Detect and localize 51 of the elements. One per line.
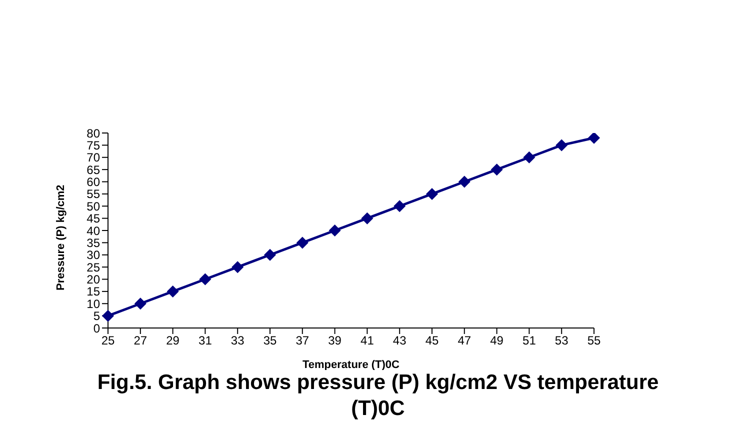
- point: [588, 133, 600, 144]
- caption: Fig.5. Graph shows pressure (P) kg/cm2 VS temperature (T)0C: [96, 370, 660, 422]
- point: [166, 285, 179, 298]
- x-axis-title: Temperature (T)0C: [302, 359, 400, 371]
- x-tick-label: 29: [166, 334, 180, 348]
- point: [426, 188, 438, 200]
- x-tick-label: 35: [263, 334, 277, 348]
- x-tick-label: 31: [198, 334, 212, 348]
- y-tick-label: 15: [86, 284, 100, 299]
- point: [232, 261, 244, 274]
- y-tick-label: 75: [86, 138, 100, 152]
- x-tick-label: 43: [392, 334, 407, 348]
- y-tick-label: 80: [86, 126, 100, 140]
- y-tick-label: 40: [86, 224, 100, 238]
- y-tick-label: 55: [86, 187, 100, 202]
- point: [134, 298, 146, 310]
- y-tick-label: 45: [86, 212, 100, 226]
- x-tick-label: 27: [134, 334, 148, 348]
- y-tick-label: 10: [86, 296, 100, 311]
- y-tick-label: 35: [86, 236, 100, 250]
- x-tick-label: 49: [490, 334, 504, 348]
- point: [556, 139, 568, 152]
- point: [490, 164, 503, 176]
- y-tick-label: 20: [86, 272, 100, 287]
- y-tick-label: 0: [93, 321, 100, 336]
- point: [296, 236, 308, 249]
- y-tick-label: 70: [86, 150, 100, 165]
- x-tick-label: 33: [230, 334, 245, 348]
- y-tick-label: 25: [86, 260, 100, 274]
- x-tick-label: 47: [458, 334, 472, 348]
- y-tick-label: 5: [93, 309, 100, 324]
- x-tick-label: 51: [522, 334, 536, 348]
- point: [328, 224, 341, 236]
- x-tick-label: 39: [328, 334, 342, 348]
- y-tick-label: 30: [86, 248, 100, 262]
- point: [264, 248, 276, 261]
- x-tick-label: 55: [587, 334, 601, 348]
- point: [394, 200, 406, 212]
- point: [361, 212, 374, 224]
- point: [458, 176, 470, 188]
- x-tick-label: 53: [554, 334, 569, 348]
- point: [523, 151, 536, 164]
- point: [102, 310, 114, 322]
- x-tick-label: 45: [425, 334, 439, 348]
- x-tick-label: 37: [296, 334, 310, 348]
- y-axis-title: Pressure (P) kg/cm2: [54, 184, 67, 290]
- point: [199, 273, 212, 286]
- y-tick-label: 60: [86, 175, 100, 190]
- y-tick-label: 50: [86, 199, 100, 214]
- y-tick-label: 65: [86, 162, 100, 177]
- x-tick-label: 41: [360, 334, 374, 348]
